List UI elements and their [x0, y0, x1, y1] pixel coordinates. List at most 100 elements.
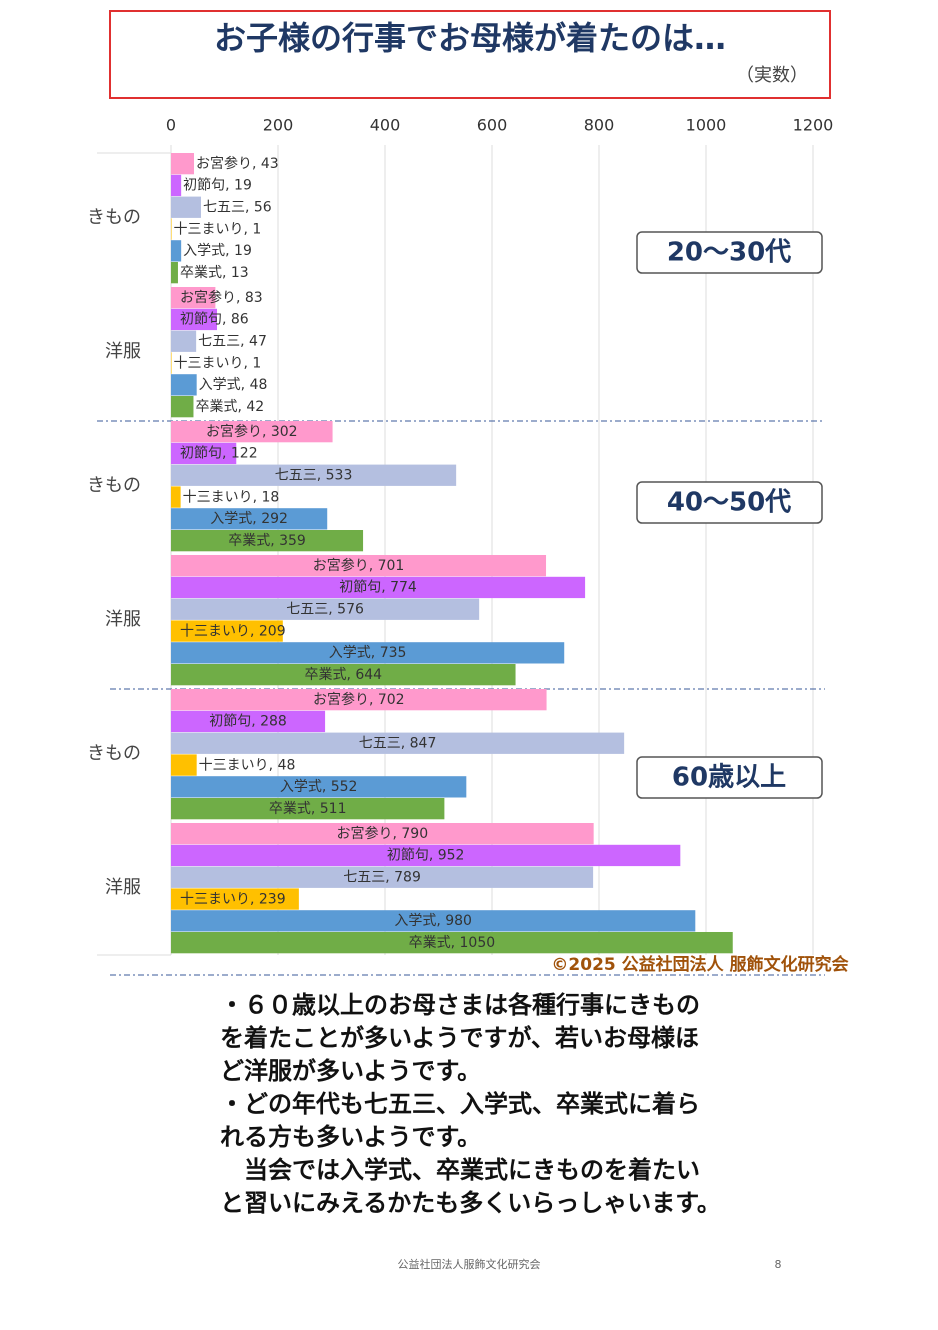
data-label: 十三まいり, 1: [174, 221, 262, 237]
bar: [171, 308, 218, 331]
data-label: 初節句, 19: [183, 177, 252, 194]
bar: [171, 486, 181, 508]
data-label: 入学式, 980: [394, 913, 472, 929]
category-label: きもの: [87, 207, 141, 228]
bar: [171, 844, 681, 867]
data-label: 入学式, 552: [280, 779, 358, 795]
category-label: 洋服: [105, 877, 141, 898]
category-label: 洋服: [105, 341, 141, 362]
bar: [171, 620, 283, 642]
data-label: 入学式, 48: [199, 377, 268, 393]
group-label: 20～30代: [667, 238, 791, 268]
body-text: ど洋服が多いようです。: [220, 1057, 481, 1085]
bar: [171, 196, 201, 218]
data-label: 卒業式, 13: [180, 265, 249, 281]
category-label: きもの: [87, 475, 141, 496]
category-label: 洋服: [105, 609, 141, 630]
bar: [171, 174, 182, 197]
x-tick-label: 200: [263, 116, 294, 135]
group-label: 60歳以上: [672, 763, 786, 793]
bar: [171, 576, 586, 599]
copyright: ©2025 公益社団法人 服飾文化研究会: [551, 954, 848, 975]
bar: [171, 396, 194, 418]
body-text: 当会では入学式、卒業式にきものを着たい: [220, 1156, 700, 1184]
title-box: [109, 10, 831, 99]
x-tick-label: 400: [370, 116, 401, 135]
data-label: 卒業式, 511: [269, 801, 347, 817]
data-label: お宮参り, 43: [196, 155, 279, 172]
data-label: 十三まいり, 239: [180, 891, 286, 907]
data-label: 入学式, 735: [329, 645, 407, 661]
bar: [171, 642, 565, 664]
bar: [171, 664, 516, 686]
chart-subtitle: （実数）: [736, 65, 808, 86]
footer-text: 公益社団法人服飾文化研究会: [398, 1257, 541, 1271]
x-tick-label: 800: [584, 116, 615, 135]
bar: [171, 555, 547, 577]
bar: [171, 689, 547, 711]
data-label: お宮参り, 702: [313, 691, 405, 708]
data-label: 七五三, 847: [359, 736, 437, 752]
data-label: 七五三, 789: [343, 870, 421, 886]
bar: [171, 442, 237, 465]
category-label: きもの: [87, 743, 141, 764]
data-label: お宮参り, 302: [206, 423, 298, 440]
data-label: 七五三, 576: [286, 602, 364, 618]
bar: [171, 776, 467, 798]
data-label: 初節句, 288: [209, 713, 287, 730]
bar: [171, 932, 733, 954]
page-number: 8: [775, 1258, 782, 1271]
bar: [171, 710, 326, 733]
bar: [171, 888, 299, 910]
bar: [171, 823, 594, 845]
data-label: 十三まいり, 18: [183, 489, 280, 505]
data-label: 七五三, 47: [198, 334, 267, 350]
bar: [171, 754, 197, 776]
data-label: 七五三, 533: [275, 468, 353, 484]
group-label: 40～50代: [667, 488, 791, 518]
bar: [171, 153, 195, 175]
bar: [171, 508, 328, 530]
data-label: お宮参り, 790: [337, 825, 429, 842]
data-label: お宮参り, 701: [313, 557, 405, 574]
x-tick-label: 600: [477, 116, 508, 135]
data-label: 初節句, 774: [339, 579, 417, 596]
bar: [171, 240, 182, 262]
data-label: 初節句, 952: [387, 847, 465, 864]
body-text: ・６０歳以上のお母さまは各種行事にきもの: [220, 991, 700, 1019]
bar: [171, 218, 172, 240]
data-label: 卒業式, 359: [228, 533, 306, 549]
group-box: [636, 231, 823, 274]
data-label: 卒業式, 1050: [409, 935, 496, 951]
data-label: 十三まいり, 209: [180, 623, 286, 639]
bar: [171, 464, 457, 486]
data-label: 十三まいり, 1: [174, 355, 262, 371]
bar: [171, 530, 364, 552]
data-label: 初節句, 86: [180, 311, 249, 328]
bar: [171, 866, 594, 888]
bar: [171, 910, 696, 932]
group-box: [636, 481, 823, 524]
data-label: 十三まいり, 48: [199, 757, 296, 773]
bar: [171, 421, 333, 443]
data-label: 卒業式, 644: [304, 667, 382, 683]
group-box: [636, 756, 823, 799]
bar: [171, 374, 197, 396]
bar: [171, 287, 216, 309]
data-label: 入学式, 292: [210, 511, 288, 527]
bar: [171, 352, 172, 374]
data-label: 卒業式, 42: [195, 399, 264, 415]
data-label: お宮参り, 83: [180, 289, 263, 306]
bar: [171, 732, 625, 754]
body-text: と習いにみえるかたも多くいらっしゃいます。: [220, 1189, 721, 1217]
bar: [171, 598, 480, 620]
x-tick-label: 1000: [686, 116, 727, 135]
data-label: 七五三, 56: [203, 200, 272, 216]
bar: [171, 798, 445, 820]
x-tick-label: 0: [166, 116, 176, 135]
bar: [171, 330, 197, 352]
body-text: れる方も多いようです。: [220, 1123, 481, 1151]
chart-title: お子様の行事でお母様が着たのは…: [214, 19, 726, 57]
